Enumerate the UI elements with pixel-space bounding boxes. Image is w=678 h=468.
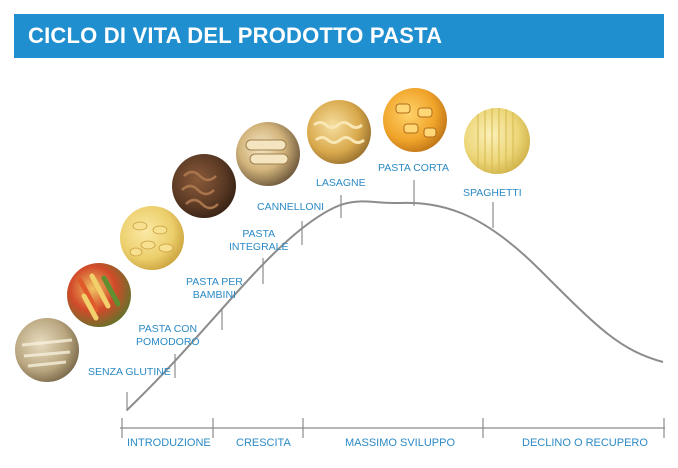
label-connectors — [126, 180, 494, 411]
phase-crescita: CRESCITA — [236, 437, 291, 449]
phase-axis — [120, 418, 665, 438]
label-pasta-corta: PASTA CORTA — [378, 162, 449, 174]
label-line-1: PASTA — [242, 228, 276, 240]
label-pasta-con-pomodoro: PASTA CON POMODORO — [136, 323, 200, 349]
label-spaghetti: SPAGHETTI — [463, 187, 522, 199]
label-cannelloni: CANNELLONI — [257, 201, 325, 213]
photo-lasagne — [307, 100, 371, 164]
phase-massimo-sviluppo: MASSIMO SVILUPPO — [345, 437, 456, 449]
photo-cannelloni — [236, 122, 300, 186]
photo-pasta-integrale — [172, 154, 236, 218]
label-line-2: POMODORO — [136, 336, 200, 348]
label-pasta-integrale: PASTA INTEGRALE — [229, 228, 289, 254]
photo-spaghetti — [464, 108, 530, 174]
label-line-1: PASTA CON — [138, 323, 198, 335]
label-pasta-per-bambini: PASTA PER BAMBINI — [186, 276, 243, 302]
photo-pasta-per-bambini — [120, 206, 184, 270]
photo-pasta-corta — [383, 88, 447, 152]
phase-declino-o-recupero: DECLINO O RECUPERO — [522, 437, 648, 449]
lifecycle-curve — [126, 200, 664, 411]
label-line-2: INTEGRALE — [229, 241, 289, 253]
label-lasagne: LASAGNE — [316, 177, 366, 189]
label-line-2: BAMBINI — [192, 289, 236, 301]
phase-introduzione: INTRODUZIONE — [127, 437, 211, 449]
label-line-1: PASTA PER — [186, 276, 243, 288]
title-banner: CICLO DI VITA DEL PRODOTTO PASTA — [14, 14, 664, 58]
label-senza-glutine: SENZA GLUTINE — [88, 366, 171, 378]
photo-pasta-con-pomodoro — [67, 263, 131, 327]
page-title: CICLO DI VITA DEL PRODOTTO PASTA — [28, 23, 443, 48]
photo-senza-glutine — [15, 318, 79, 382]
